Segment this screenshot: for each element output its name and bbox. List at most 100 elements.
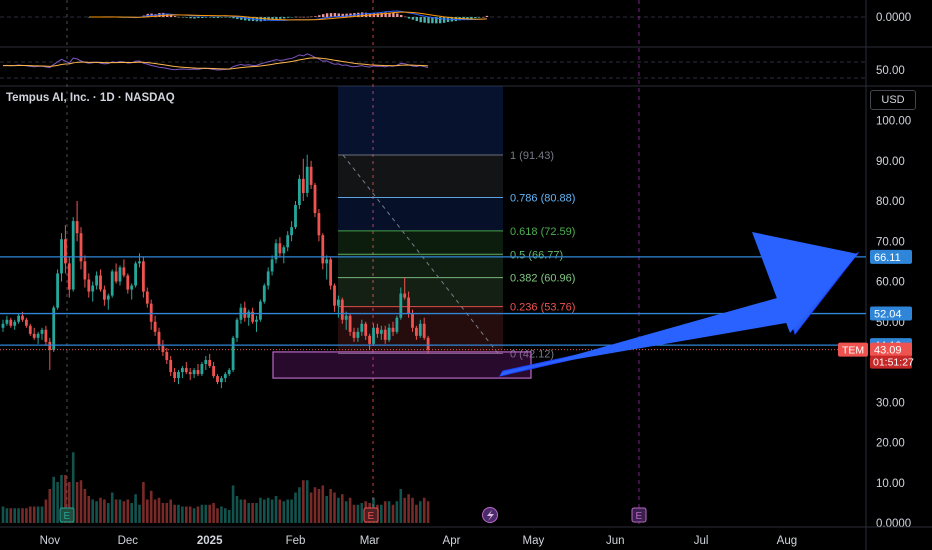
candle-body: [48, 341, 52, 350]
price-tick-label: 70.00: [876, 236, 905, 248]
volume-bar: [387, 501, 391, 523]
volume-bar: [399, 489, 403, 523]
fib-top-shade: [338, 86, 503, 155]
volume-bar: [79, 480, 83, 523]
fib-band: [338, 197, 503, 231]
volume-bar: [110, 492, 114, 523]
volume-bar: [243, 499, 247, 523]
volume-bar: [165, 503, 169, 523]
ticker-badge: [838, 342, 868, 357]
macd-histogram-bar: [173, 16, 177, 17]
candle-body: [71, 221, 75, 290]
volume-bar: [208, 504, 211, 523]
price-tick-label: 10.00: [876, 478, 905, 490]
candle-body: [13, 321, 17, 326]
price-badge-label: 52.04: [874, 309, 902, 321]
candle-body: [383, 329, 387, 340]
candle-body: [157, 331, 161, 346]
fibonacci-retracement[interactable]: 1 (91.43) 0.786 (80.88) 0.618 (72.59) 0.5 (…: [338, 86, 575, 360]
candle-body: [188, 372, 192, 375]
volume-bar: [403, 497, 406, 523]
candle-body: [387, 327, 391, 340]
candle-body: [5, 319, 9, 324]
candle-body: [200, 364, 204, 375]
volume-bar: [270, 499, 274, 523]
macd-histogram-bar: [302, 16, 305, 18]
candle-body: [118, 267, 122, 282]
volume-bar: [348, 497, 352, 523]
horizontal-lines[interactable]: [0, 256, 866, 351]
macd-line: [88, 10, 487, 21]
fib-level-label: 1 (91.43): [510, 150, 554, 162]
price-tick-label: 100.00: [876, 116, 911, 128]
fib-band: [338, 254, 503, 278]
volume-bar: [278, 499, 282, 523]
volume-bar: [274, 496, 278, 523]
volume-bar: [196, 506, 200, 523]
candle-body: [305, 166, 309, 193]
candle-body: [411, 313, 414, 328]
volume-bar: [87, 496, 91, 523]
candle-body: [110, 271, 114, 296]
candle-body: [138, 261, 141, 264]
macd-histogram-bar: [181, 17, 184, 18]
volume-bar: [426, 501, 430, 523]
volume-bar: [21, 508, 24, 523]
volume-bar: [107, 503, 110, 523]
volume-bar: [415, 504, 418, 523]
volume-bar: [247, 503, 250, 523]
macd-histogram-bar: [158, 13, 161, 17]
currency-button[interactable]: USD: [870, 90, 916, 110]
candle-body: [333, 285, 336, 306]
macd-histogram-bar: [345, 13, 348, 17]
candle-body: [235, 319, 239, 338]
volume-bar: [173, 504, 176, 523]
macd-histogram-bar: [322, 14, 325, 17]
price-badge: [870, 306, 912, 321]
candle-body: [278, 243, 282, 254]
candle-body: [36, 333, 40, 338]
lightning-icon: [487, 510, 494, 521]
candle-body: [290, 227, 293, 236]
macd-histogram-bar: [201, 17, 204, 18]
volume-bar: [309, 492, 313, 523]
price-axis[interactable]: 0.000010.0020.0030.0040.0050.0060.0070.0…: [876, 116, 911, 531]
macd-histogram-bar: [325, 13, 329, 17]
candle-body: [44, 329, 48, 342]
candle-body: [99, 275, 102, 290]
candle-body: [181, 368, 184, 373]
macd-histogram-bar: [169, 14, 173, 17]
candle-body: [196, 370, 200, 375]
volume-bar: [9, 508, 13, 523]
volume-bar: [71, 452, 75, 523]
candle-body: [21, 315, 24, 320]
candle-body: [231, 337, 235, 371]
candle-body: [95, 275, 98, 286]
macd-histogram-bar: [279, 17, 282, 19]
volume-bar: [395, 501, 399, 523]
candle-body: [122, 267, 126, 276]
volume-bar: [259, 497, 262, 523]
macd-histogram-bar: [435, 17, 438, 24]
macd-histogram-bar: [400, 14, 403, 17]
volume-bar: [157, 497, 161, 523]
volume-bar: [177, 504, 180, 523]
time-axis[interactable]: Nov Dec 2025 Feb Mar Apr May Jun Jul Aug: [0, 526, 932, 547]
fib-level-label: 0.382 (60.96): [510, 273, 575, 285]
earnings-marker-label: E: [64, 511, 71, 522]
macd-histogram-bar: [177, 16, 181, 18]
volume-bar: [40, 506, 44, 523]
earnings-marker: [631, 507, 647, 523]
volume-bar: [114, 499, 118, 523]
macd-histogram-bar: [224, 17, 227, 18]
macd-histogram-bar: [481, 16, 485, 18]
volume-bar: [411, 497, 414, 523]
candle-body: [360, 323, 364, 332]
macd-histogram-bar: [388, 12, 391, 17]
volume-bar: [380, 504, 383, 523]
volume-bar: [181, 506, 184, 523]
volume-bar: [126, 499, 130, 523]
volume-bar: [103, 499, 106, 523]
